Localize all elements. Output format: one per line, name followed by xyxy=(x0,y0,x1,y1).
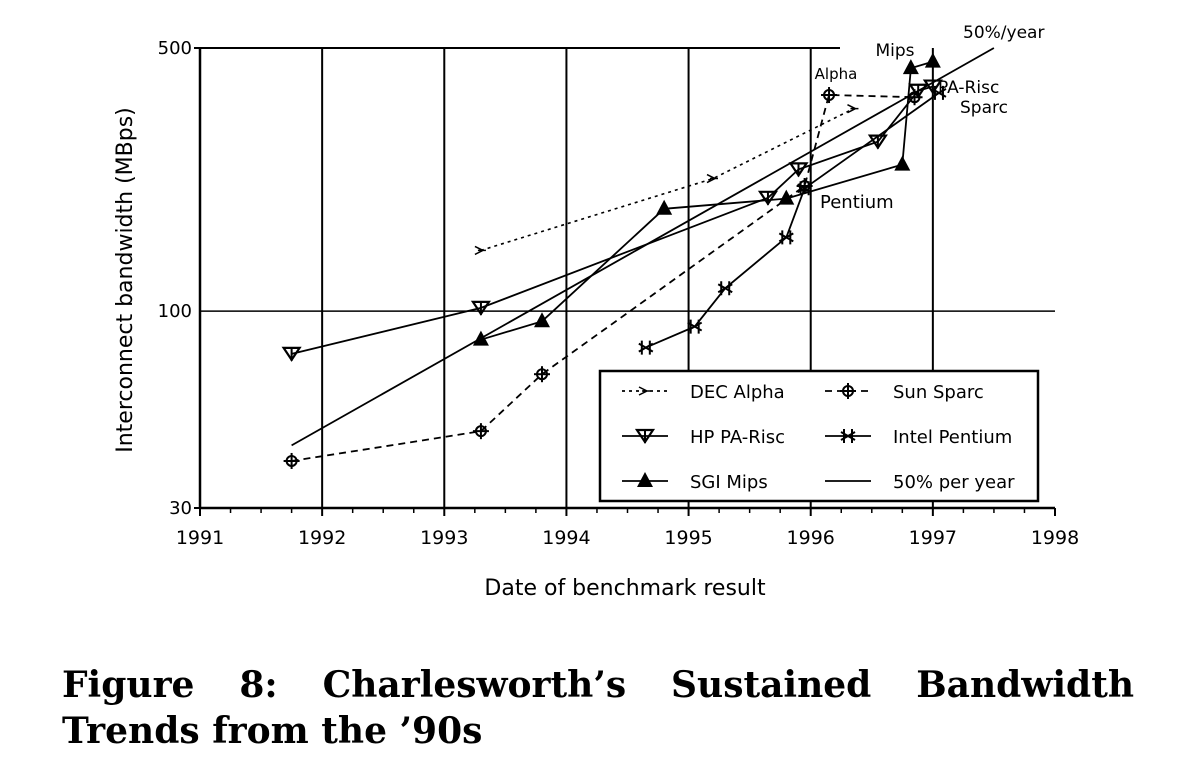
y-tick-label: 30 xyxy=(169,498,192,519)
series-line-hp-pa-risc xyxy=(291,85,934,355)
bandwidth-trends-chart: 1991 1992 1993 1994 1995 1996 1997 1998 30 100 500… xyxy=(113,23,1080,601)
x-tick-label: 1998 xyxy=(1031,527,1079,549)
x-tick-label: 1995 xyxy=(664,527,712,549)
caption-line-2: Trends from the ’90s xyxy=(62,710,483,752)
data-point xyxy=(931,85,947,100)
annotation-label: Alpha xyxy=(815,65,858,83)
data-point xyxy=(757,190,779,206)
legend-label: DEC Alpha xyxy=(690,382,785,403)
annotation-label: 50%/year xyxy=(963,23,1044,43)
data-point xyxy=(638,340,654,355)
legend-swatch-marker xyxy=(634,428,656,444)
data-point xyxy=(906,89,923,106)
annotation-label: PA-Risc xyxy=(938,78,999,98)
series-line-50-per-year xyxy=(291,47,995,447)
x-tick-label: 1994 xyxy=(542,527,590,549)
data-point xyxy=(283,452,300,469)
data-point xyxy=(821,87,838,104)
series-markers xyxy=(281,52,947,469)
y-tick-label: 100 xyxy=(158,301,192,322)
data-point xyxy=(281,346,302,362)
legend-label: 50% per year xyxy=(893,472,1015,493)
x-axis-label: Date of benchmark result xyxy=(484,576,766,601)
data-point xyxy=(788,162,809,178)
data-point xyxy=(867,134,888,150)
data-point xyxy=(778,230,794,245)
data-point xyxy=(470,300,491,316)
x-tick-label: 1991 xyxy=(176,527,224,549)
x-tick-label: 1993 xyxy=(420,527,468,549)
caption-line-1: Figure 8: Charlesworth’s Sustained Bandw… xyxy=(62,664,1134,706)
data-point xyxy=(778,189,795,205)
data-point xyxy=(922,79,943,95)
legend-swatch-marker xyxy=(840,383,856,399)
data-point xyxy=(908,83,929,99)
annotation-label: Pentium xyxy=(820,192,894,213)
legend-swatch-marker xyxy=(637,472,653,487)
data-point xyxy=(797,181,813,196)
series-line-intel-pentium xyxy=(645,92,940,349)
data-point xyxy=(924,52,941,68)
data-point xyxy=(534,312,550,328)
data-point xyxy=(687,319,703,334)
series-line-sun-sparc xyxy=(291,94,915,462)
y-tick-label: 500 xyxy=(158,38,192,59)
legend: DEC Alpha Sun Sparc HP PA-Risc Intel Pentiu… xyxy=(598,369,1040,503)
legend-swatch-marker xyxy=(840,429,856,443)
annotation-label: Sparc xyxy=(960,98,1008,118)
data-point xyxy=(706,173,718,184)
axes: 1991 1992 1993 1994 1995 1996 1997 1998 30 100 500 xyxy=(158,38,1080,549)
legend-label: SGI Mips xyxy=(690,472,768,493)
legend-label: Sun Sparc xyxy=(893,382,984,403)
grid-lines xyxy=(200,48,1055,508)
legend-box xyxy=(598,369,1040,503)
data-point xyxy=(902,59,919,75)
series-line-dec-alpha xyxy=(480,107,854,252)
legend-label: HP PA-Risc xyxy=(690,427,785,448)
x-tick-label: 1997 xyxy=(909,527,957,549)
legend-label: Intel Pentium xyxy=(893,427,1012,448)
data-point xyxy=(472,330,489,346)
x-tick-label: 1992 xyxy=(298,527,346,549)
data-point xyxy=(472,423,489,440)
annotation-label: Mips xyxy=(875,41,914,61)
data-point xyxy=(717,281,733,296)
figure-caption: Figure 8: Charlesworth’s Sustained Bandw… xyxy=(62,662,1134,754)
data-point xyxy=(847,103,859,114)
data-point xyxy=(534,366,550,383)
data-point xyxy=(656,199,673,215)
legend-swatch-marker xyxy=(638,386,650,396)
y-axis-label: Interconnect bandwidth (MBps) xyxy=(113,107,138,453)
x-tick-label: 1996 xyxy=(787,527,835,549)
data-point xyxy=(474,245,486,256)
data-point xyxy=(894,155,911,171)
